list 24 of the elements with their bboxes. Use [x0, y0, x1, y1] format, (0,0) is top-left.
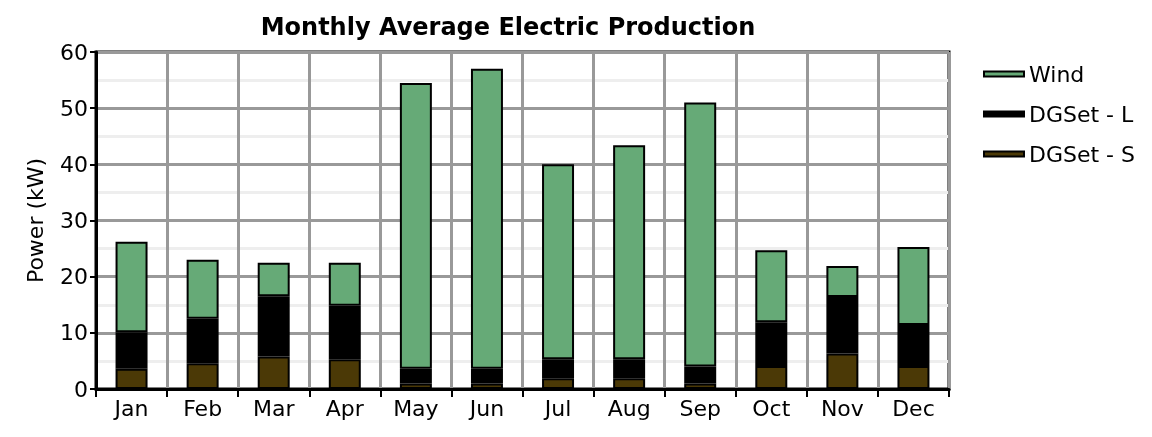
x-tick-label: Oct [752, 395, 791, 421]
x-tick-label: Jul [542, 395, 572, 421]
x-tick-label: Feb [183, 395, 223, 421]
x-tick-label: Sep [679, 395, 721, 421]
x-tick-label: Apr [325, 395, 365, 421]
legend-label: DGSet - S [1029, 141, 1136, 167]
x-tick-label: May [393, 395, 439, 421]
y-tick-label: 50 [60, 95, 88, 121]
y-tick-label: 20 [60, 264, 88, 290]
legend-label: DGSet - L [1029, 101, 1135, 127]
y-tick-label: 10 [60, 320, 88, 346]
x-tick-label: Dec [892, 395, 935, 421]
x-tick-label: Nov [820, 395, 864, 421]
y-tick-label: 40 [60, 151, 88, 177]
y-axis-title: Power (kW) [22, 157, 48, 284]
x-tick-label: Jun [467, 395, 505, 421]
x-tick-label: Mar [252, 395, 296, 421]
y-tick-label: 30 [60, 208, 88, 233]
x-tick-label: Aug [607, 395, 651, 421]
y-tick-label: 0 [74, 376, 88, 402]
chart-title: Monthly Average Electric Production [260, 13, 756, 41]
x-tick-label: Jan [112, 395, 149, 421]
legend-label: Wind [1029, 61, 1085, 87]
y-tick-label: 60 [60, 39, 88, 65]
